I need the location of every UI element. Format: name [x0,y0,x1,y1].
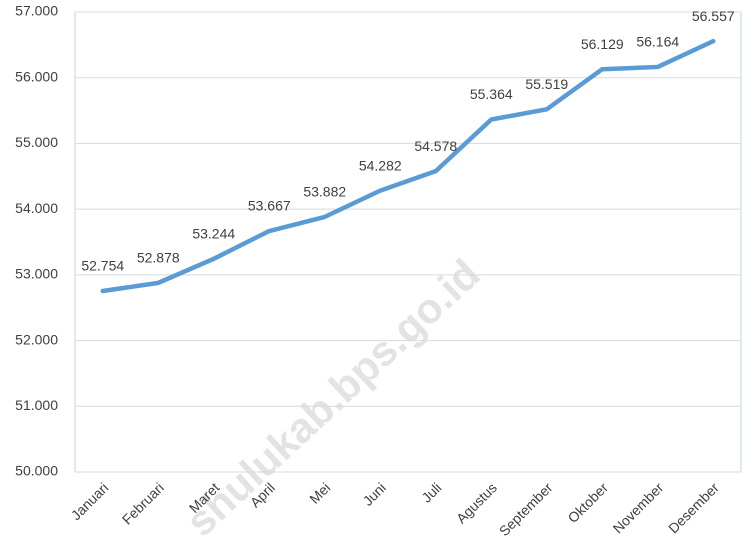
x-tick-label: Juni [360,479,389,508]
y-tick-label: 52.000 [15,331,58,347]
data-label: 52.878 [137,250,180,266]
data-label: 56.129 [581,36,624,52]
y-tick-label: 54.000 [15,200,58,216]
data-label: 53.882 [303,184,346,200]
data-label: 55.519 [525,76,568,92]
data-label: 53.667 [248,198,291,214]
data-label: 56.557 [692,8,735,24]
y-tick-label: 57.000 [15,3,58,19]
data-label: 56.164 [636,34,679,50]
x-tick-label: Oktober [564,479,611,526]
y-tick-label: 53.000 [15,266,58,282]
data-label: 52.754 [81,258,124,274]
x-tick-label: Januari [68,479,112,523]
y-tick-label: 55.000 [15,134,58,150]
x-tick-label: September [496,479,556,539]
x-tick-label: Desember [665,479,722,536]
x-tick-label: November [610,479,667,536]
x-tick-label: Februari [119,479,167,527]
y-tick-label: 51.000 [15,397,58,413]
plot-frame [74,11,742,473]
y-tick-label: 56.000 [15,68,58,84]
data-label: 55.364 [470,86,513,102]
y-tick-label: 50.000 [15,463,58,479]
series-line [100,38,716,294]
x-tick-label: Agustus [453,479,500,526]
data-label: 54.578 [414,138,457,154]
x-tick-label: Juli [418,479,444,505]
x-tick-label: Mei [306,479,333,506]
data-label: 54.282 [359,157,402,173]
watermark: shulukab.bps.go.id [177,250,489,545]
data-label: 53.244 [192,226,235,242]
